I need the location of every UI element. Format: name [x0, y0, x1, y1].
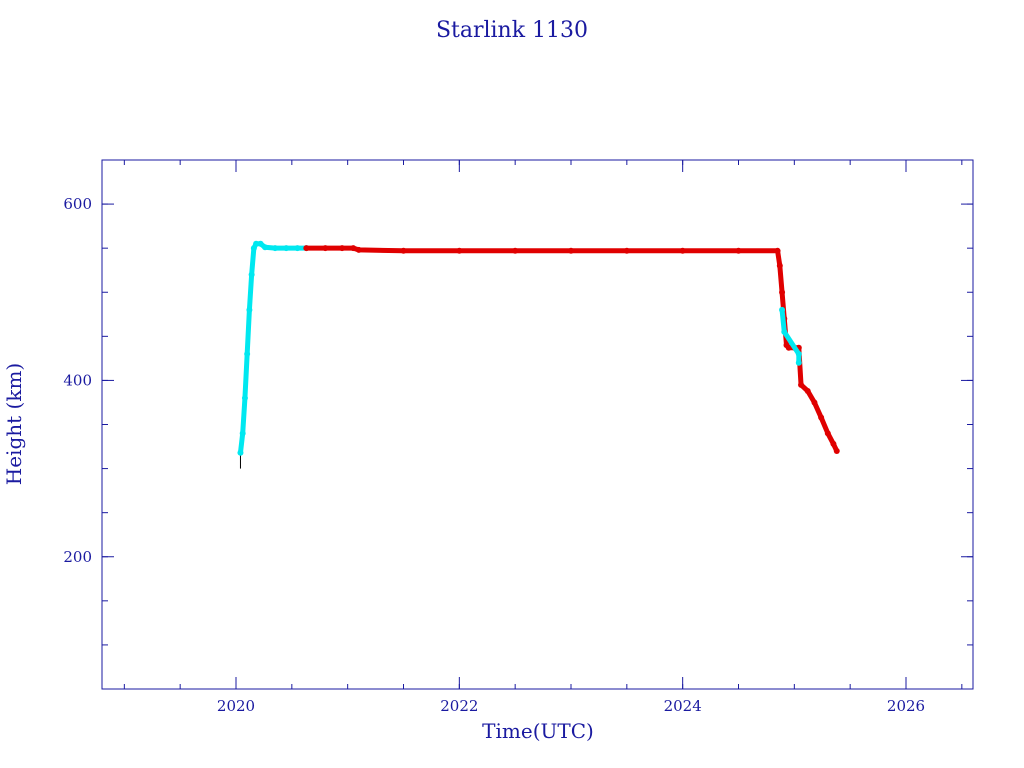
data-point [735, 247, 742, 254]
data-point [237, 449, 244, 456]
x-tick-label: 2020 [217, 697, 255, 715]
data-point [303, 245, 310, 252]
y-tick-label: 600 [63, 195, 92, 213]
plot-frame [101, 159, 974, 690]
data-point [779, 306, 786, 313]
data-point [785, 344, 792, 351]
data-point [833, 447, 840, 454]
series-line [303, 245, 840, 454]
data-point [776, 262, 783, 269]
data-point [623, 247, 630, 254]
y-axis-label: Height (km) [2, 363, 26, 485]
data-point [355, 246, 362, 253]
plot-area: 2020 2022 2024 2026 200 400 600 [63, 159, 974, 715]
data-point [679, 247, 686, 254]
x-axis-label: Time(UTC) [482, 719, 594, 743]
data-point [512, 247, 519, 254]
data-point [795, 359, 802, 366]
data-point [283, 245, 290, 252]
y-tick-label: 400 [63, 371, 92, 389]
y-tick-label: 200 [63, 548, 92, 566]
data-point [781, 328, 788, 335]
chart-title: Starlink 1130 [436, 18, 588, 43]
data-point [253, 240, 260, 247]
data-point [795, 350, 802, 357]
data-point [779, 289, 786, 296]
x-tick-label: 2022 [440, 697, 478, 715]
data-point [818, 414, 825, 421]
data-point [248, 271, 255, 278]
data-point [400, 247, 407, 254]
x-tick-label: 2024 [664, 697, 702, 715]
data-point [272, 245, 279, 252]
data-point [241, 395, 248, 402]
data-point [804, 387, 811, 394]
data-point [239, 430, 246, 437]
data-point [322, 245, 329, 252]
data-point [244, 350, 251, 357]
data-point [811, 399, 818, 406]
data-point [350, 245, 357, 252]
data-point [798, 381, 805, 388]
data-point [824, 430, 831, 437]
x-tick-label: 2026 [887, 697, 925, 715]
series-line [779, 307, 802, 366]
data-point [246, 306, 253, 313]
data-point [774, 247, 781, 254]
data-point [339, 245, 346, 252]
data-point [830, 440, 837, 447]
data-point [262, 244, 269, 251]
data-point [568, 247, 574, 254]
data-point [257, 240, 264, 247]
data-point [456, 247, 463, 254]
data-point [294, 245, 301, 252]
